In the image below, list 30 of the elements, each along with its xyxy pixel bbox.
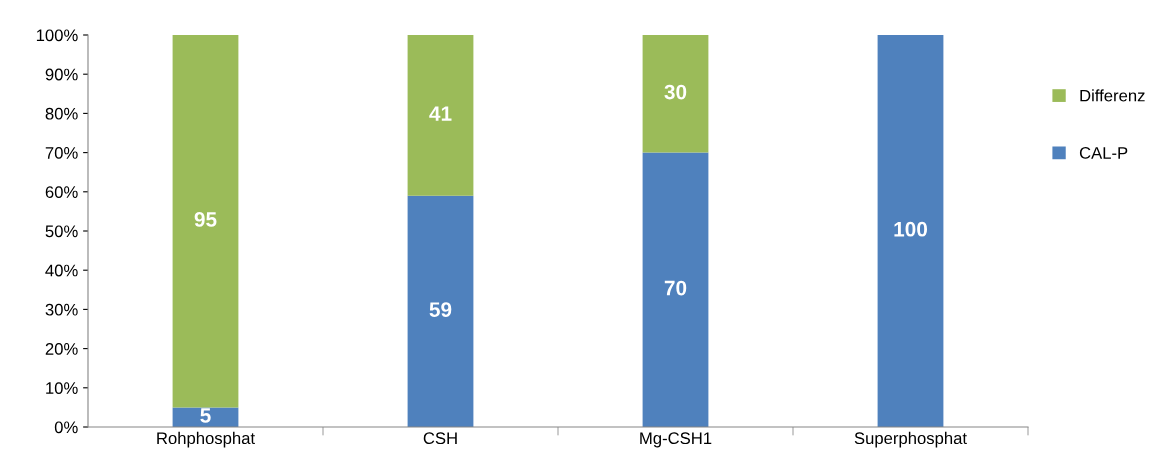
data-label: 59 <box>429 302 452 317</box>
bar <box>877 35 944 427</box>
y-tick-label: 40% <box>45 264 78 277</box>
y-tick-label: 30% <box>45 303 78 316</box>
data-label: 100 <box>894 221 928 237</box>
data-label: 5 <box>200 408 211 423</box>
bar <box>407 35 474 196</box>
y-tick-label: 20% <box>45 343 78 355</box>
data-label: 41 <box>429 106 452 121</box>
bar <box>642 35 709 153</box>
y-tick-label: 50% <box>45 225 78 238</box>
bar <box>407 195 474 427</box>
data-label: 70 <box>664 280 687 296</box>
data-label: 30 <box>664 84 687 100</box>
y-tick-label: 80% <box>45 107 78 120</box>
x-tick-label: CSH <box>423 432 457 445</box>
x-tick-label: Rohphosphat <box>157 431 255 448</box>
y-tick-label: 0% <box>54 421 78 434</box>
y-tick-label: 60% <box>45 186 78 198</box>
x-tick-label: Superphosphat <box>854 431 967 448</box>
y-tick-label: 100% <box>36 29 78 42</box>
bar <box>172 35 239 408</box>
y-tick-label: 70% <box>45 147 78 159</box>
y-tick-label: 90% <box>45 68 78 81</box>
legend-label: Differenz <box>1080 89 1145 102</box>
legend-label: CAL-P <box>1079 147 1128 159</box>
bar <box>642 152 709 427</box>
data-label: 95 <box>194 212 217 227</box>
y-tick-label: 10% <box>46 382 78 394</box>
x-tick-label: Mg-CSH1 <box>640 432 712 448</box>
